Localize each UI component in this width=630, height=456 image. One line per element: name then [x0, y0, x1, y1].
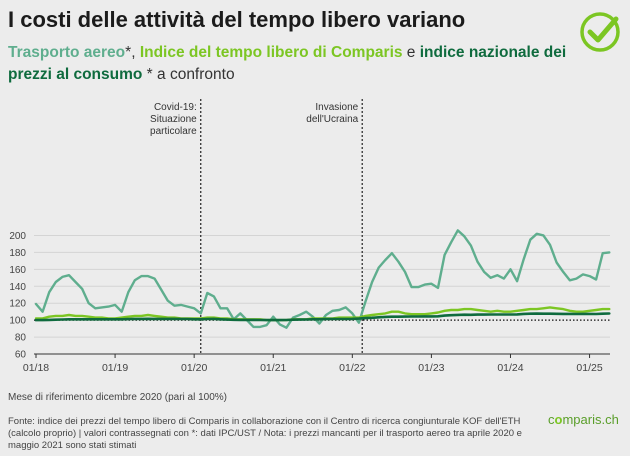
event-annotation-label: Situazione [150, 114, 197, 125]
subtitle-air-label: Trasporto aereo [8, 44, 126, 61]
series-line-3 [34, 312, 611, 322]
chart-title: I costi delle attività del tempo libero … [8, 7, 466, 32]
event-annotation-label: particolare [150, 126, 197, 137]
y-tick-label: 100 [9, 316, 26, 327]
subtitle-text: *, [125, 44, 140, 61]
x-tick-label: 01/24 [497, 362, 523, 374]
subtitle-text: e [402, 44, 420, 61]
comparis-brand-logo: comparis.ch [548, 412, 619, 427]
x-tick-label: 01/20 [181, 362, 207, 374]
y-tick-label: 60 [15, 350, 27, 361]
line-chart: 60 80 100 120 140 160 180 200 01/18 01/19 01/20 01/… [9, 99, 611, 374]
x-tick-label: 01/19 [102, 362, 128, 374]
y-tick-label: 180 [9, 248, 26, 259]
y-tick-label: 80 [15, 333, 27, 344]
x-tick-label: 01/22 [339, 362, 365, 374]
y-tick-label: 140 [9, 282, 26, 293]
event-annotation-label: Covid-19: [154, 102, 197, 113]
reference-note: Mese di riferimento dicembre 2020 (pari … [8, 392, 227, 403]
subtitle-leisure-label: Indice del tempo libero di Comparis [139, 44, 403, 61]
y-tick-label: 120 [9, 299, 26, 310]
subtitle-cpi-label: indice nazionale dei prezzi al consumo [8, 44, 567, 83]
source-footnote: Fonte: indice dei prezzi del tempo liber… [8, 416, 522, 451]
subtitle-text: * a confronto [142, 66, 235, 83]
x-tick-label: 01/23 [418, 362, 444, 374]
x-tick-label: 01/25 [576, 362, 602, 374]
checkmark-logo-icon [580, 12, 620, 52]
x-tick-label: 01/18 [23, 362, 49, 374]
chart-subtitle: Trasporto aereo*, Indice del tempo liber… [8, 42, 568, 86]
event-annotation-label: Invasione [315, 102, 358, 113]
y-tick-label: 160 [9, 265, 26, 276]
event-annotation-label: dell'Ucraina [306, 114, 358, 125]
x-tick-label: 01/21 [260, 362, 286, 374]
y-tick-label: 200 [9, 231, 26, 242]
